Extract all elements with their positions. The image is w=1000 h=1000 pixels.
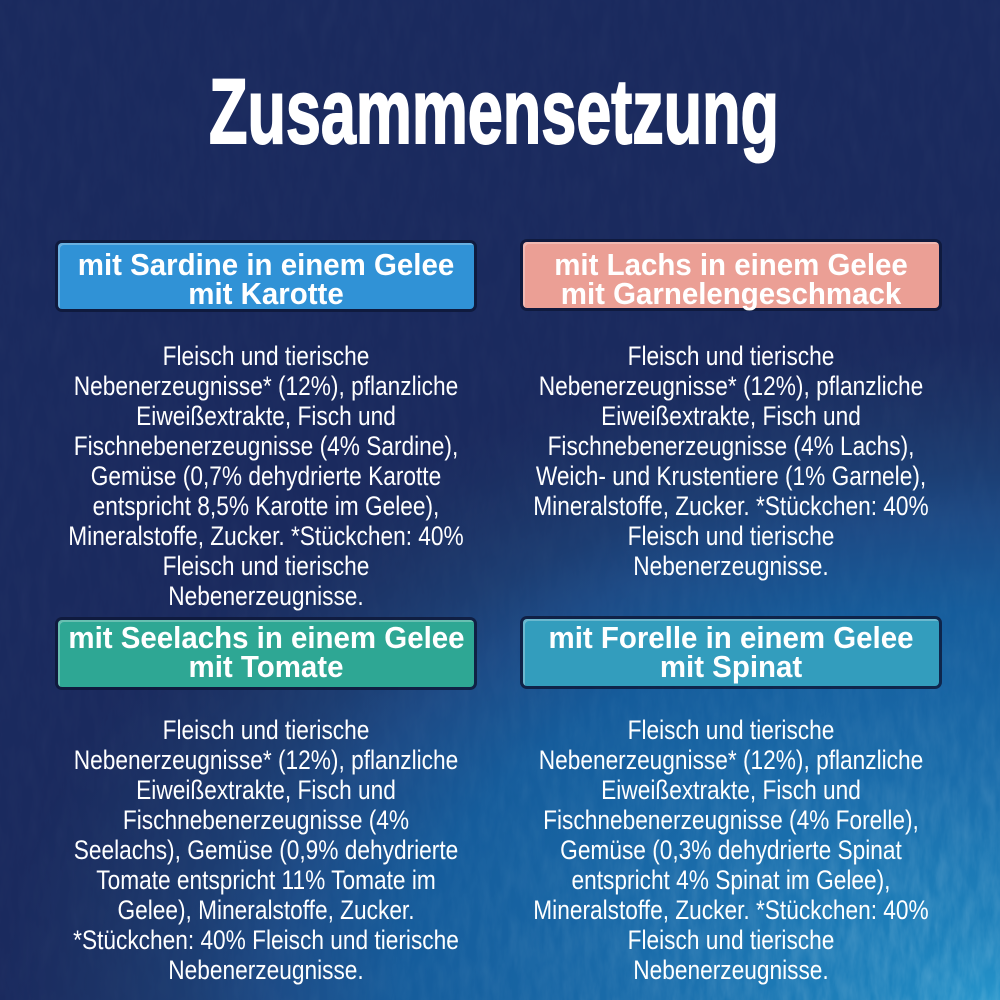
svg-text:Zusammensetzung: Zusammensetzung xyxy=(209,61,779,163)
